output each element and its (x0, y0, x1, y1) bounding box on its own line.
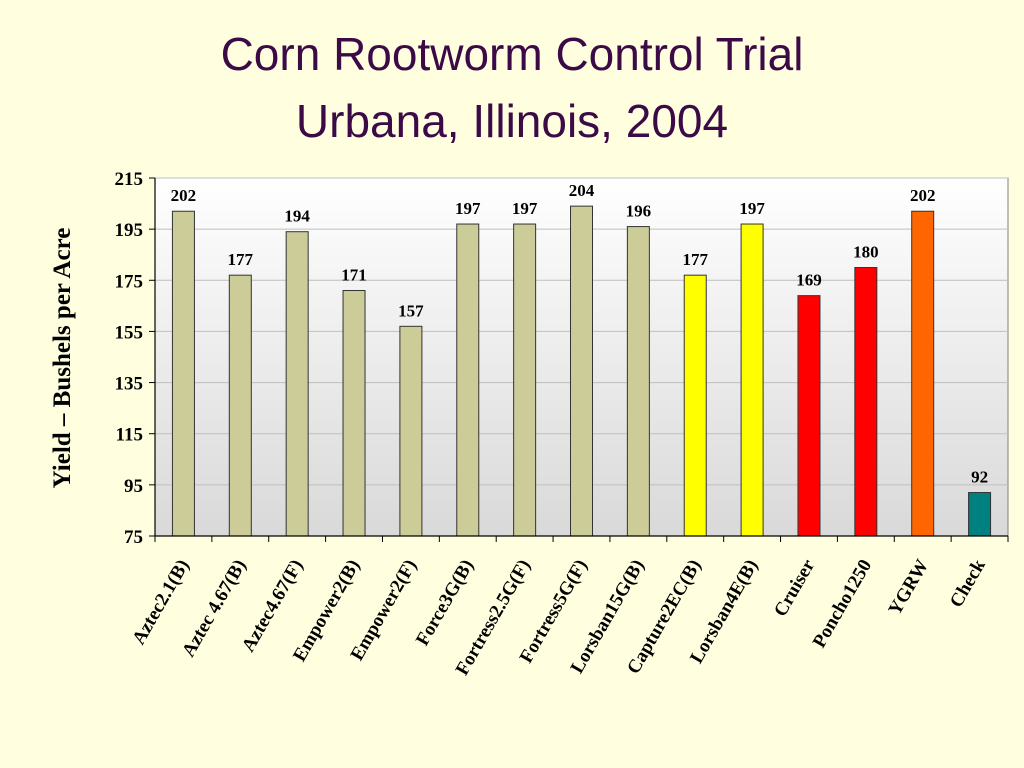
y-tick-label: 155 (115, 322, 144, 343)
x-category-labels: Aztec2.1(B)Aztec 4.67(B)Aztec4.67(F)Empo… (128, 556, 990, 680)
y-tick-label: 75 (124, 527, 143, 548)
data-label: 92 (971, 468, 988, 487)
data-label: 157 (398, 301, 424, 320)
data-label: 204 (569, 181, 595, 200)
bar-fortress2-5g-f (513, 223, 537, 537)
axes (149, 177, 1009, 542)
y-tick-label: 195 (115, 220, 144, 241)
chart-subtitle-line2: Urbana, Illinois, 2004 (295, 95, 729, 147)
chart-title-line1: Corn Rootworm Control Trial (220, 28, 804, 80)
x-tick-label: Aztec2.1(B) (128, 556, 193, 648)
bar-aztec2-1-b (171, 210, 195, 537)
bars (171, 205, 992, 537)
data-label: 202 (910, 186, 936, 205)
y-tick-label: 115 (116, 425, 143, 446)
x-tick-label: Force3G(B) (412, 556, 478, 649)
data-label: 197 (739, 199, 765, 218)
value-labels: 202 177 194 171 157 197 197 204 196 177 197 169 180 2… (171, 181, 988, 486)
bar-poncho1250 (854, 267, 878, 537)
data-label: 197 (455, 199, 481, 218)
data-label: 171 (341, 266, 367, 285)
bar-lorsban15g-b (626, 226, 650, 537)
bar-ygrw (911, 210, 935, 537)
bar-cruiser (797, 295, 821, 537)
bar-check (968, 492, 992, 537)
data-label: 197 (512, 199, 538, 218)
bar-fortress5g-f (570, 205, 593, 537)
bar-aztec4-67-f (285, 231, 309, 537)
y-tick-label: 95 (124, 476, 143, 497)
bar-lorsban4e-b (740, 223, 764, 537)
data-label: 196 (626, 202, 652, 221)
bar-empower2-f (399, 325, 423, 537)
x-tick-label: Poncho1250 (809, 556, 876, 652)
data-label: 202 (171, 186, 197, 205)
data-label: 177 (682, 250, 708, 269)
y-tick-label: 135 (115, 374, 144, 395)
x-tick-label: Check (946, 556, 990, 612)
y-tick-label: 215 (115, 169, 144, 190)
x-tick-label: YGRW (885, 556, 933, 619)
bar-capture2ec-b (683, 274, 707, 537)
bar-empower2-b (342, 290, 366, 537)
data-label: 177 (228, 250, 254, 269)
data-label: 169 (796, 271, 822, 290)
bar-force3g-b (456, 223, 480, 537)
y-tick-labels: 75 95 115 135 155 175 195 215 (115, 169, 144, 548)
x-tick-label: Cruiser (770, 556, 820, 621)
y-tick-label: 175 (115, 271, 144, 292)
data-label: 194 (284, 207, 310, 226)
data-label: 180 (853, 243, 879, 262)
bar-aztec-4-67-b (228, 274, 252, 537)
